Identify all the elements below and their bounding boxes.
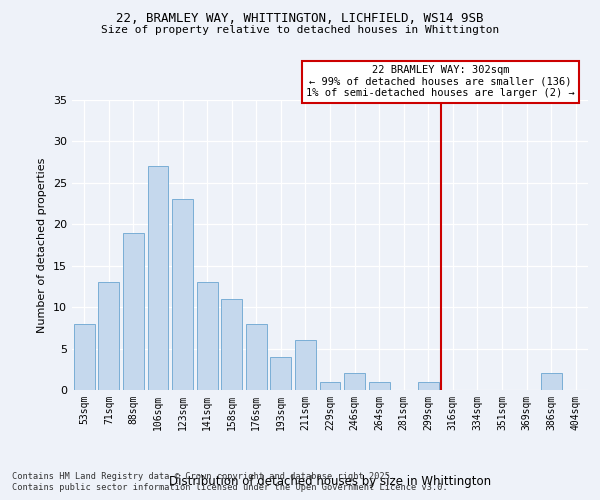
Text: 22 BRAMLEY WAY: 302sqm
← 99% of detached houses are smaller (136)
1% of semi-det: 22 BRAMLEY WAY: 302sqm ← 99% of detached… xyxy=(306,65,575,98)
Bar xyxy=(148,166,169,390)
Bar xyxy=(295,340,316,390)
Bar xyxy=(98,282,119,390)
Text: 22, BRAMLEY WAY, WHITTINGTON, LICHFIELD, WS14 9SB: 22, BRAMLEY WAY, WHITTINGTON, LICHFIELD,… xyxy=(116,12,484,26)
Bar xyxy=(123,232,144,390)
X-axis label: Distribution of detached houses by size in Whittington: Distribution of detached houses by size … xyxy=(169,474,491,488)
Text: Contains public sector information licensed under the Open Government Licence v3: Contains public sector information licen… xyxy=(12,484,448,492)
Bar xyxy=(368,382,389,390)
Bar xyxy=(74,324,95,390)
Bar xyxy=(418,382,439,390)
Text: Size of property relative to detached houses in Whittington: Size of property relative to detached ho… xyxy=(101,25,499,35)
Bar xyxy=(246,324,267,390)
Bar xyxy=(221,299,242,390)
Text: Contains HM Land Registry data © Crown copyright and database right 2025.: Contains HM Land Registry data © Crown c… xyxy=(12,472,395,481)
Bar xyxy=(541,374,562,390)
Bar xyxy=(172,200,193,390)
Bar xyxy=(344,374,365,390)
Bar xyxy=(197,282,218,390)
Bar xyxy=(271,357,292,390)
Y-axis label: Number of detached properties: Number of detached properties xyxy=(37,158,47,332)
Bar xyxy=(320,382,340,390)
